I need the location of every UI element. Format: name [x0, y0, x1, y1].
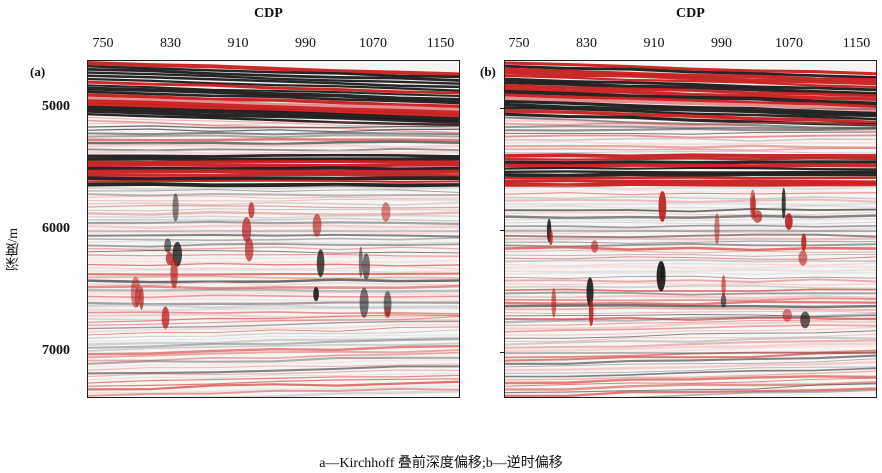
cdp-tick-label: 750: [508, 36, 530, 51]
depth-tick-5000: 5000: [42, 99, 70, 114]
panel-b-depth-tick: [500, 352, 504, 353]
cdp-tick-label: 830: [576, 36, 597, 51]
cdp-tick-label: 1150: [842, 36, 871, 51]
seismic-panel-a: [87, 60, 460, 398]
cdp-tick-label: 1070: [359, 36, 387, 51]
cdp-tick-label: 910: [227, 36, 249, 51]
figure-caption: a—Kirchhoff 叠前深度偏移;b—逆时偏移: [319, 456, 563, 471]
cdp-tick-label: 1070: [775, 36, 803, 51]
depth-tick-7000: 7000: [42, 343, 70, 358]
cdp-tick-label: 1150: [426, 36, 455, 51]
panel-b-depth-tick: [500, 230, 504, 231]
cdp-tick-label: 830: [160, 36, 181, 51]
panel-b-axis-title: CDP: [676, 6, 705, 21]
panel-b-depth-tick: [500, 108, 504, 109]
cdp-tick-label: 990: [711, 36, 732, 51]
cdp-tick-label: 750: [92, 36, 114, 51]
depth-axis-label: 深度/m: [6, 228, 21, 271]
seismic-image-a: [88, 61, 459, 397]
panel-b-letter: (b): [480, 64, 496, 79]
cdp-tick-label: 990: [295, 36, 316, 51]
cdp-tick-label: 910: [643, 36, 665, 51]
seismic-image-b: [505, 61, 876, 397]
panel-a-axis-title: CDP: [254, 6, 283, 21]
depth-tick-6000: 6000: [42, 221, 70, 236]
seismic-panel-b: [504, 60, 877, 398]
panel-a-letter: (a): [30, 64, 46, 79]
